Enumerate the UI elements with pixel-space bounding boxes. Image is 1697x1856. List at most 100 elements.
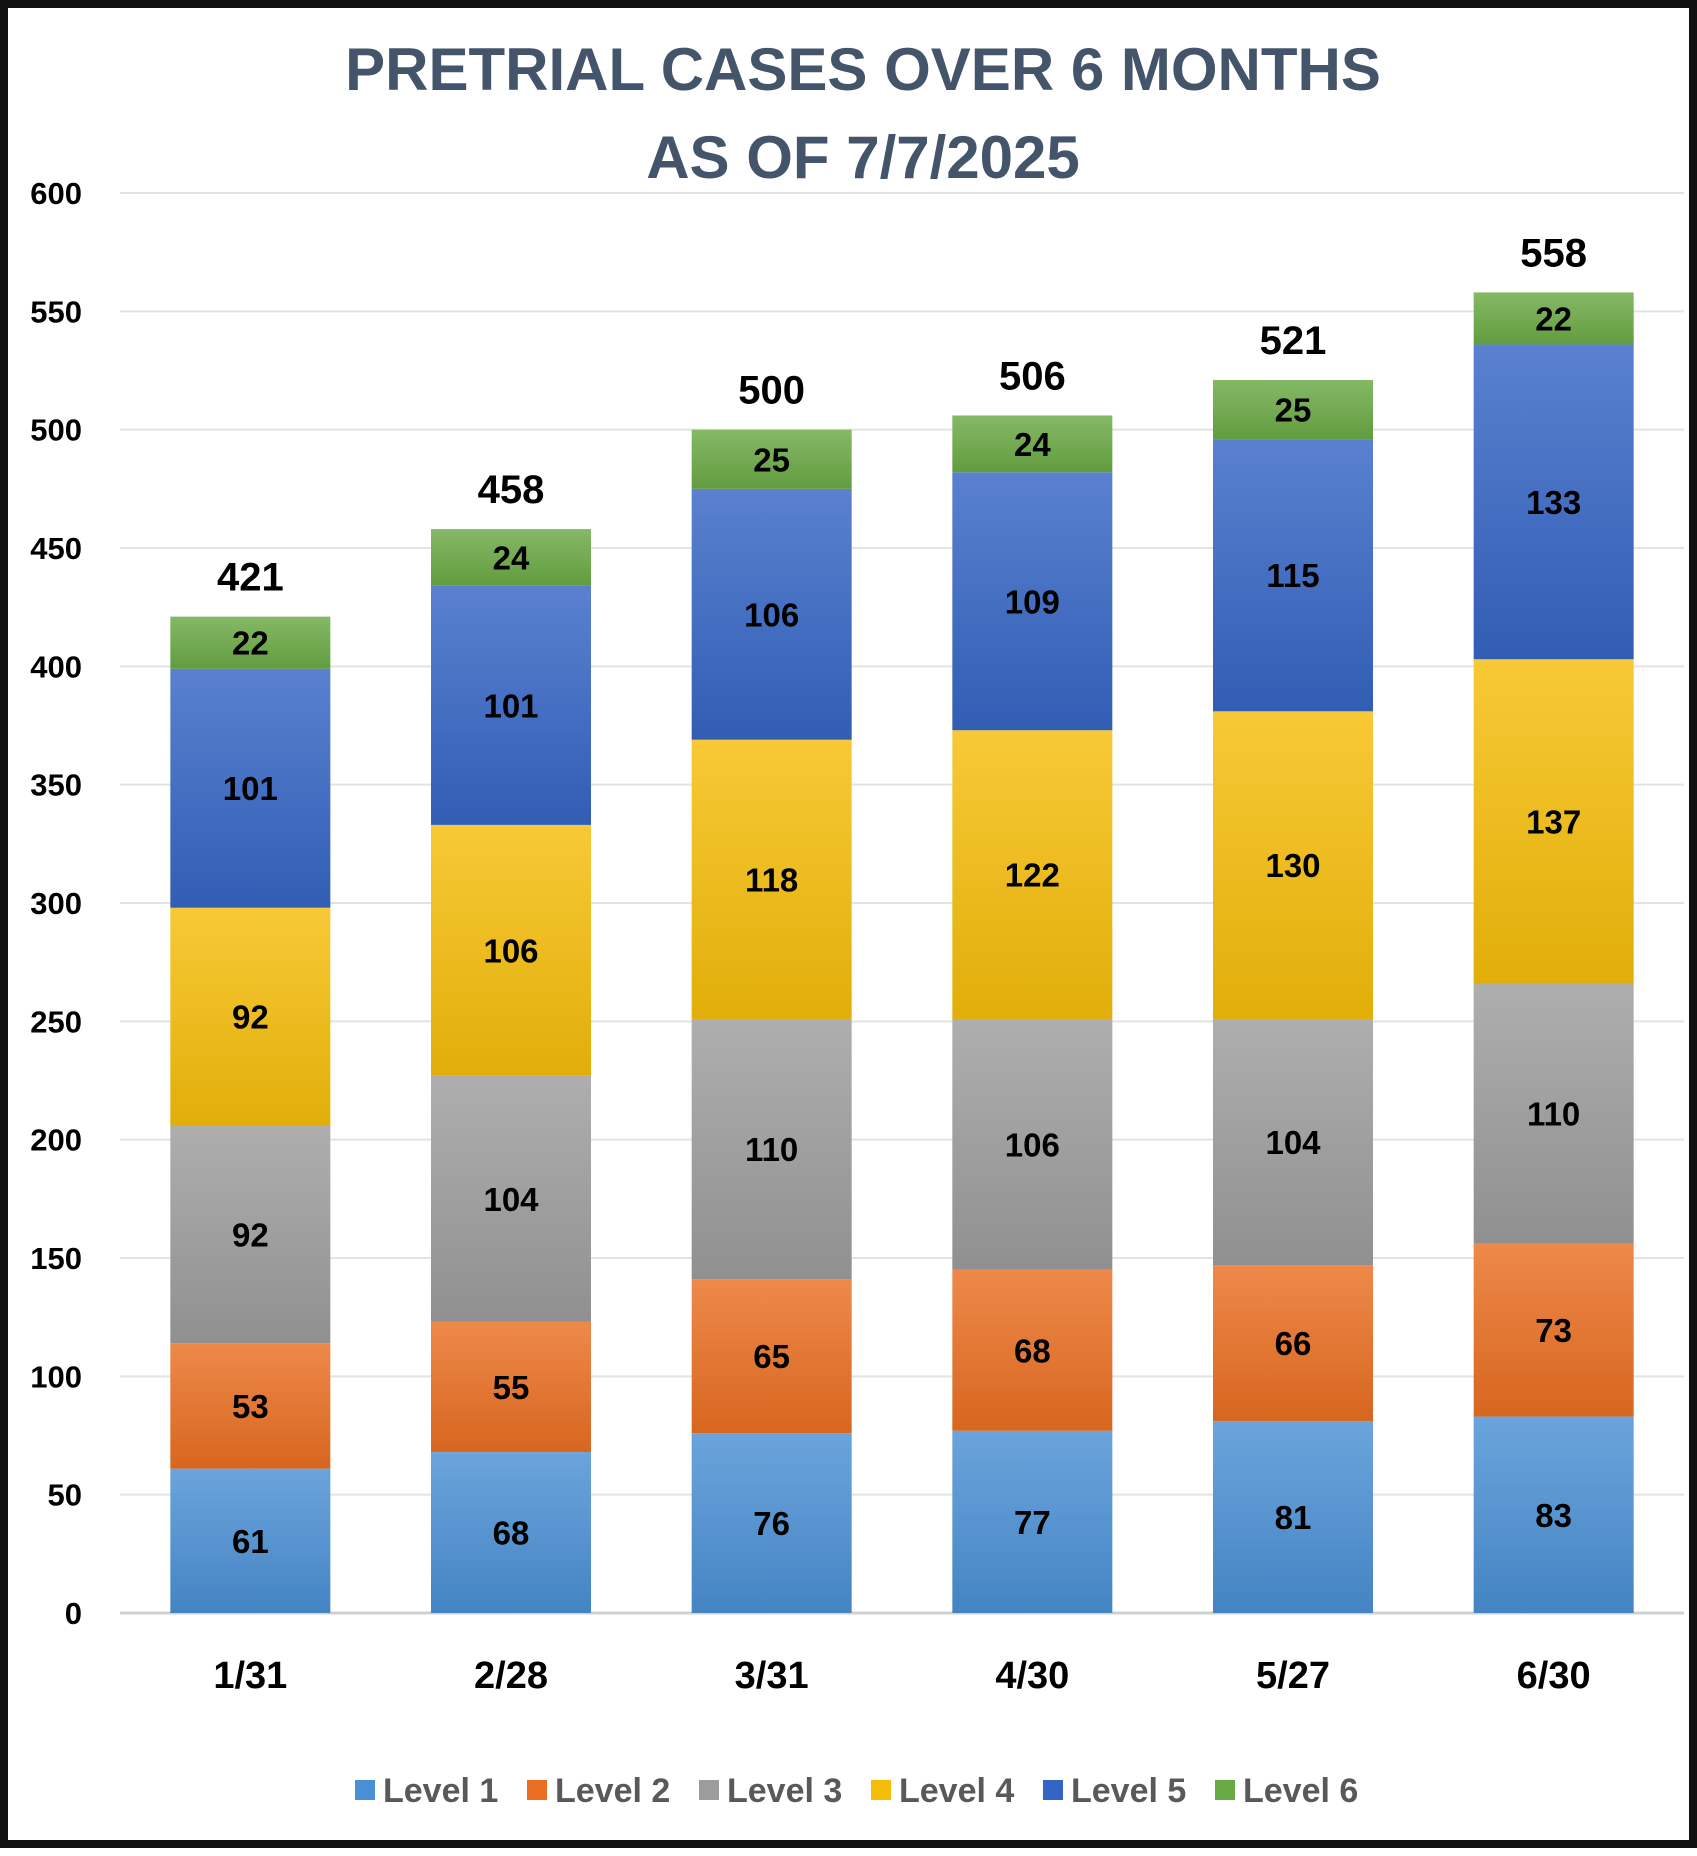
legend: Level 1 Level 2 Level 3 Level 4 Level 5 Level… (355, 1772, 1358, 1810)
legend-item: Level 4 (871, 1772, 1014, 1810)
bar-segment (1473, 1416, 1634, 1613)
total-label: 506 (999, 354, 1066, 398)
bar-segment (1213, 1265, 1373, 1422)
y-tick-label: 50 (48, 1478, 82, 1513)
bar-segment (952, 730, 1113, 1019)
data-label: 83 (1535, 1497, 1572, 1534)
legend-label: Level 1 (383, 1772, 498, 1810)
legend-item: Level 3 (699, 1772, 842, 1810)
bar-segment (691, 1433, 852, 1613)
bar-segment (1473, 983, 1634, 1244)
data-label: 115 (1266, 557, 1319, 594)
data-label: 110 (745, 1131, 798, 1168)
data-label: 24 (1014, 426, 1051, 463)
bar-segment (691, 1018, 852, 1280)
legend-label: Level 2 (555, 1772, 670, 1810)
legend-label: Level 4 (899, 1772, 1014, 1810)
y-axis-ticks: 0 50 100 150 200 250 300 350 400 450 500 550 600 (30, 176, 82, 1631)
data-label: 25 (753, 441, 790, 478)
data-label: 77 (1014, 1504, 1051, 1541)
data-label: 68 (493, 1515, 530, 1552)
y-tick-label: 350 (30, 768, 82, 803)
legend-item: Level 1 (355, 1772, 498, 1810)
bar-segment (431, 1321, 591, 1453)
bar-segment (952, 1018, 1113, 1270)
data-label: 81 (1275, 1499, 1312, 1536)
bar-stack-2-28: 68 55 104 106 101 24 458 (431, 468, 591, 1613)
data-label: 61 (232, 1523, 269, 1560)
bar-segment (431, 529, 591, 586)
data-label: 109 (1005, 583, 1060, 620)
bar-segment (1473, 1243, 1634, 1417)
bar-segment (691, 488, 852, 740)
data-label: 65 (753, 1338, 790, 1375)
bar-segment (431, 585, 591, 825)
y-tick-label: 550 (30, 294, 82, 329)
total-label: 521 (1260, 319, 1327, 363)
bar-segment (1213, 711, 1373, 1019)
bar-segment (431, 1452, 591, 1613)
y-tick-label: 300 (30, 886, 82, 921)
chart-title-line-2: AS OF 7/7/2025 (646, 124, 1080, 191)
total-label: 458 (478, 468, 545, 512)
legend-label: Level 6 (1243, 1772, 1358, 1810)
x-tick-label: 3/31 (735, 1655, 809, 1697)
bar-segment (1213, 1421, 1373, 1613)
data-label: 55 (493, 1369, 530, 1406)
bar-segment (170, 668, 331, 908)
data-label: 122 (1005, 857, 1060, 894)
data-label: 22 (1535, 300, 1572, 337)
bar-segment (691, 429, 852, 489)
bar-segment (170, 1125, 331, 1344)
legend-swatch (699, 1780, 719, 1800)
y-tick-label: 200 (30, 1123, 82, 1158)
bar-segment (1473, 344, 1634, 660)
y-tick-label: 150 (30, 1241, 82, 1276)
legend-item: Level 6 (1215, 1772, 1358, 1810)
data-label: 101 (483, 687, 538, 724)
bar-segment (1473, 659, 1634, 984)
bar-segment (691, 1279, 852, 1434)
data-label: 25 (1275, 392, 1312, 429)
bar-stack-6-30: 83 73 110 137 133 22 558 (1473, 231, 1634, 1613)
bar-stack-3-31: 76 65 110 118 106 25 500 (691, 369, 852, 1613)
data-label: 92 (232, 1216, 269, 1253)
bars: 61 53 92 92 101 22 421 68 55 104 106 101 24 458 76 65 11… (170, 231, 1634, 1613)
total-label: 558 (1520, 231, 1587, 275)
data-label: 92 (232, 999, 269, 1036)
data-label: 76 (753, 1505, 790, 1542)
y-tick-label: 450 (30, 531, 82, 566)
chart: PRETRIAL CASES OVER 6 MONTHS AS OF 7/7/2… (30, 36, 1684, 1810)
y-tick-label: 600 (30, 176, 82, 211)
data-label: 118 (745, 861, 798, 898)
bar-stack-4-30: 77 68 106 122 109 24 506 (952, 354, 1113, 1613)
data-label: 68 (1014, 1332, 1051, 1369)
y-tick-label: 250 (30, 1004, 82, 1039)
total-label: 421 (217, 556, 284, 600)
gridlines (120, 192, 1684, 1615)
y-tick-label: 0 (65, 1596, 82, 1631)
x-tick-label: 2/28 (474, 1655, 548, 1697)
legend-swatch (355, 1780, 375, 1800)
bar-segment (1213, 1018, 1373, 1266)
bar-segment (1473, 292, 1634, 345)
data-label: 24 (493, 539, 530, 576)
legend-item: Level 5 (1043, 1772, 1186, 1810)
data-label: 53 (232, 1388, 269, 1425)
bar-segment (431, 1075, 591, 1322)
data-label: 133 (1526, 484, 1581, 521)
data-label: 106 (1005, 1126, 1060, 1163)
y-tick-label: 500 (30, 413, 82, 448)
bar-segment (952, 472, 1113, 731)
chart-title-line-1: PRETRIAL CASES OVER 6 MONTHS (345, 36, 1381, 103)
x-tick-label: 6/30 (1517, 1655, 1591, 1697)
legend-swatch (527, 1780, 547, 1800)
x-tick-label: 5/27 (1256, 1655, 1330, 1697)
data-label: 73 (1535, 1312, 1572, 1349)
y-tick-label: 100 (30, 1359, 82, 1394)
bar-segment (170, 907, 331, 1126)
data-label: 130 (1265, 847, 1320, 884)
data-label: 104 (1265, 1124, 1321, 1161)
x-tick-label: 1/31 (213, 1655, 287, 1697)
